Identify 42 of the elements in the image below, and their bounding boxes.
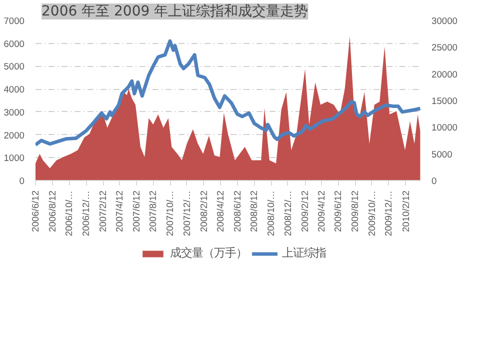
y-tick-label: 2000: [4, 130, 25, 140]
y2-tick-label: 5000: [432, 149, 452, 160]
x-tick-label: 2006/12/…: [81, 190, 92, 236]
legend-label: 成交量（万手）: [170, 246, 247, 260]
x-tick-label: 2007/2/12: [98, 190, 108, 232]
x-tick-label: 2006/6/12: [30, 190, 40, 232]
y2-tick-label: 10000: [432, 122, 458, 133]
x-tick-label: 2009/10/…: [366, 190, 377, 236]
x-tick-label: 2008/12/…: [282, 190, 293, 236]
x-tick-label: 2006/8/12: [47, 190, 58, 232]
x-tick-label: 2008/8/12: [249, 190, 260, 232]
y2-tick-label: 30000: [432, 16, 458, 26]
x-tick-label: 2008/6/12: [232, 190, 242, 232]
x-tick-label: 2007/6/12: [131, 190, 142, 232]
y-tick-label: 5000: [4, 62, 25, 72]
line-series: [36, 39, 420, 147]
x-tick-label: 2006/10/…: [64, 190, 74, 236]
y2-tick-label: 25000: [432, 42, 458, 53]
y2-tick-label: 0: [432, 176, 437, 186]
y-tick-label: 6000: [4, 38, 25, 49]
x-tick-label: 2010/2/12: [400, 190, 411, 232]
x-tick-label: 2008/4/12: [216, 190, 226, 232]
x-tick-label: 2009/2/12: [300, 190, 310, 232]
y2-tick-label: 20000: [432, 69, 458, 80]
x-tick-label: 2008/2/12: [198, 190, 209, 232]
x-tick-label: 2007/12/…: [182, 190, 192, 236]
x-tick-label: 2009/12/…: [384, 190, 394, 236]
x-tick-label: 2009/6/12: [333, 190, 344, 232]
x-tick-label: 2008/10/…: [266, 190, 276, 236]
y-tick-label: 4000: [4, 84, 25, 95]
x-tick-label: 2009/8/12: [350, 190, 360, 232]
y-tick-label: 1000: [4, 153, 25, 164]
x-tick-label: 2007/8/12: [148, 190, 158, 232]
y-tick-label: 3000: [4, 107, 25, 118]
x-tick-label: 2009/4/12: [316, 190, 326, 232]
y2-tick-label: 15000: [432, 96, 458, 106]
x-tick-label: 2007/4/12: [114, 190, 124, 232]
chart-title: 2006 年至 2009 年上证综指和成交量走势: [42, 4, 308, 20]
y-tick-label: 0: [19, 176, 25, 186]
legend-label: 上证综指: [282, 246, 326, 260]
y-tick-label: 7000: [4, 16, 25, 26]
x-tick-label: 2007/10/…: [165, 190, 175, 236]
